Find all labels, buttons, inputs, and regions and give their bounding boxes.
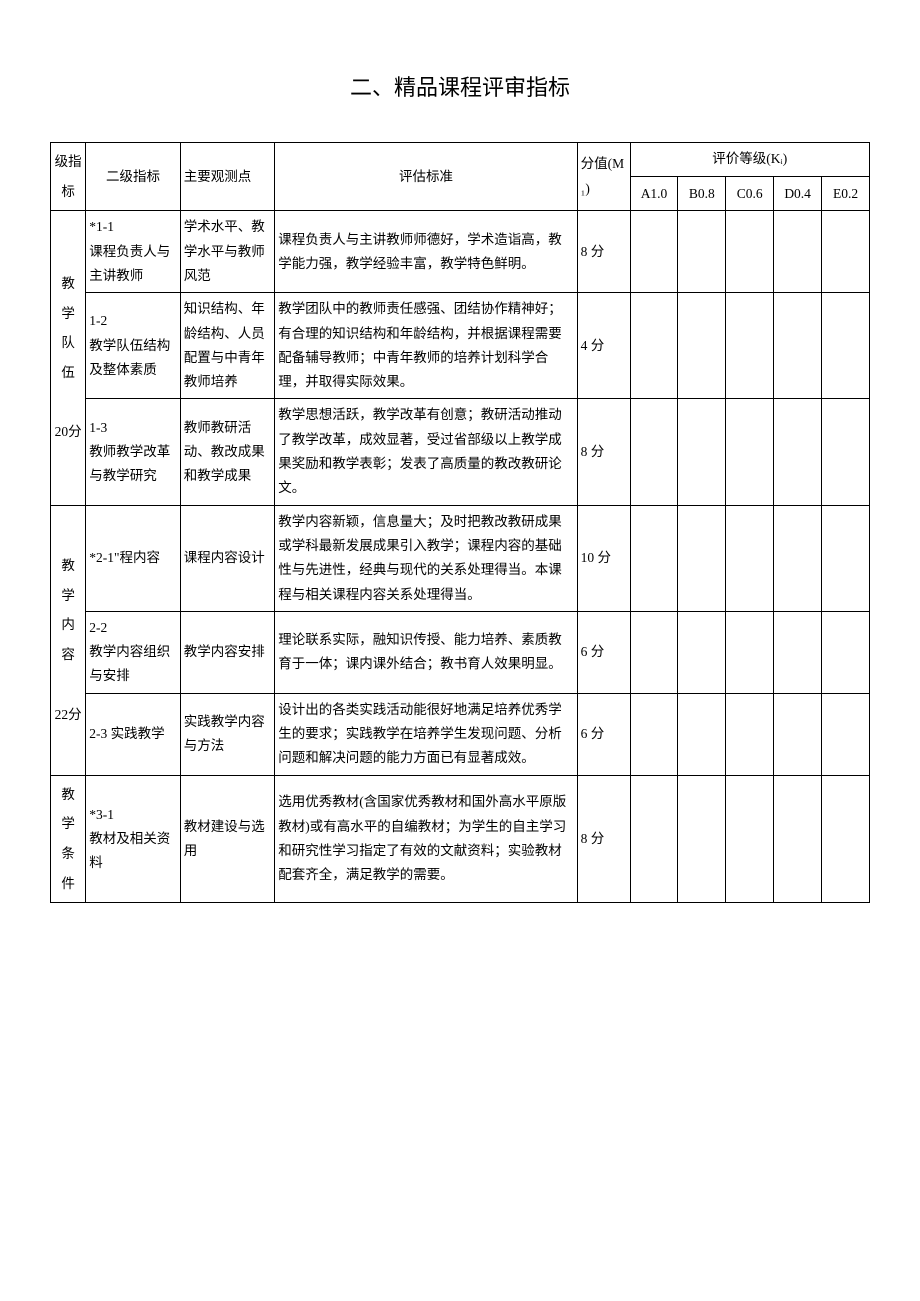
grade-cell xyxy=(822,293,870,399)
score-cell: 10 分 xyxy=(577,505,630,611)
score-cell: 4 分 xyxy=(577,293,630,399)
grade-cell xyxy=(822,611,870,693)
grade-cell xyxy=(630,775,678,903)
level2-cell: 2-3 实践教学 xyxy=(86,693,181,775)
observation-cell: 知识结构、年龄结构、人员配置与中青年教师培养 xyxy=(180,293,275,399)
level1-cell: 教学内容 22分 xyxy=(51,505,86,775)
standard-cell: 教学团队中的教师责任感强、团结协作精神好；有合理的知识结构和年龄结构，并根据课程… xyxy=(275,293,577,399)
standard-cell: 设计出的各类实践活动能很好地满足培养优秀学生的要求；实践教学在培养学生发现问题、… xyxy=(275,693,577,775)
grade-cell xyxy=(678,611,726,693)
score-cell: 8 分 xyxy=(577,399,630,505)
grade-cell xyxy=(774,775,822,903)
grade-cell xyxy=(678,399,726,505)
grade-cell xyxy=(630,399,678,505)
header-std: 评估标准 xyxy=(275,143,577,211)
level2-cell: *1-1课程负责人与主讲教师 xyxy=(86,211,181,293)
grade-cell xyxy=(774,399,822,505)
header-l2: 二级指标 xyxy=(86,143,181,211)
grade-cell xyxy=(678,693,726,775)
level2-cell: 2-2教学内容组织与安排 xyxy=(86,611,181,693)
header-obs: 主要观测点 xyxy=(180,143,275,211)
grade-cell xyxy=(630,211,678,293)
observation-cell: 学术水平、教学水平与教师风范 xyxy=(180,211,275,293)
score-cell: 8 分 xyxy=(577,775,630,903)
grade-cell xyxy=(726,775,774,903)
standard-cell: 教学思想活跃，教学改革有创意；教研活动推动了教学改革，成效显著，受过省部级以上教… xyxy=(275,399,577,505)
evaluation-table: 级指标二级指标主要观测点评估标准分值(M₁)评价等级(Kᵢ)A1.0B0.8C0… xyxy=(50,142,870,903)
page-title: 二、精品课程评审指标 xyxy=(50,70,870,102)
grade-cell xyxy=(726,693,774,775)
standard-cell: 课程负责人与主讲教师师德好，学术造诣高，教学能力强，教学经验丰富，教学特色鲜明。 xyxy=(275,211,577,293)
grade-cell xyxy=(678,505,726,611)
observation-cell: 教师教研活动、教改成果和教学成果 xyxy=(180,399,275,505)
grade-cell xyxy=(726,611,774,693)
score-cell: 6 分 xyxy=(577,693,630,775)
level2-cell: 1-2教学队伍结构及整体素质 xyxy=(86,293,181,399)
grade-cell xyxy=(678,775,726,903)
score-cell: 6 分 xyxy=(577,611,630,693)
header-grade-4: E0.2 xyxy=(822,177,870,211)
header-grade-1: B0.8 xyxy=(678,177,726,211)
observation-cell: 教学内容安排 xyxy=(180,611,275,693)
header-grade-group: 评价等级(Kᵢ) xyxy=(630,143,869,177)
level2-cell: *2-1"程内容 xyxy=(86,505,181,611)
level2-cell: *3-1教材及相关资料 xyxy=(86,775,181,903)
level1-cell: 教学队伍 20分 xyxy=(51,211,86,505)
header-score: 分值(M₁) xyxy=(577,143,630,211)
header-grade-2: C0.6 xyxy=(726,177,774,211)
score-cell: 8 分 xyxy=(577,211,630,293)
grade-cell xyxy=(726,505,774,611)
standard-cell: 选用优秀教材(含国家优秀教材和国外高水平原版教材)或有高水平的自编教材；为学生的… xyxy=(275,775,577,903)
observation-cell: 实践教学内容与方法 xyxy=(180,693,275,775)
grade-cell xyxy=(774,293,822,399)
grade-cell xyxy=(822,211,870,293)
observation-cell: 课程内容设计 xyxy=(180,505,275,611)
grade-cell xyxy=(822,399,870,505)
grade-cell xyxy=(630,611,678,693)
header-grade-3: D0.4 xyxy=(774,177,822,211)
grade-cell xyxy=(678,211,726,293)
header-grade-0: A1.0 xyxy=(630,177,678,211)
grade-cell xyxy=(678,293,726,399)
standard-cell: 理论联系实际，融知识传授、能力培养、素质教育于一体；课内课外结合；教书育人效果明… xyxy=(275,611,577,693)
grade-cell xyxy=(822,693,870,775)
grade-cell xyxy=(774,611,822,693)
grade-cell xyxy=(726,211,774,293)
grade-cell xyxy=(726,293,774,399)
grade-cell xyxy=(630,505,678,611)
grade-cell xyxy=(726,399,774,505)
observation-cell: 教材建设与选用 xyxy=(180,775,275,903)
grade-cell xyxy=(774,505,822,611)
grade-cell xyxy=(774,211,822,293)
grade-cell xyxy=(822,505,870,611)
grade-cell xyxy=(630,293,678,399)
standard-cell: 教学内容新颖，信息量大；及时把教改教研成果或学科最新发展成果引入教学；课程内容的… xyxy=(275,505,577,611)
level2-cell: 1-3教师教学改革与教学研究 xyxy=(86,399,181,505)
grade-cell xyxy=(774,693,822,775)
header-l1: 级指标 xyxy=(51,143,86,211)
level1-cell: 教学条件 xyxy=(51,775,86,903)
grade-cell xyxy=(822,775,870,903)
grade-cell xyxy=(630,693,678,775)
